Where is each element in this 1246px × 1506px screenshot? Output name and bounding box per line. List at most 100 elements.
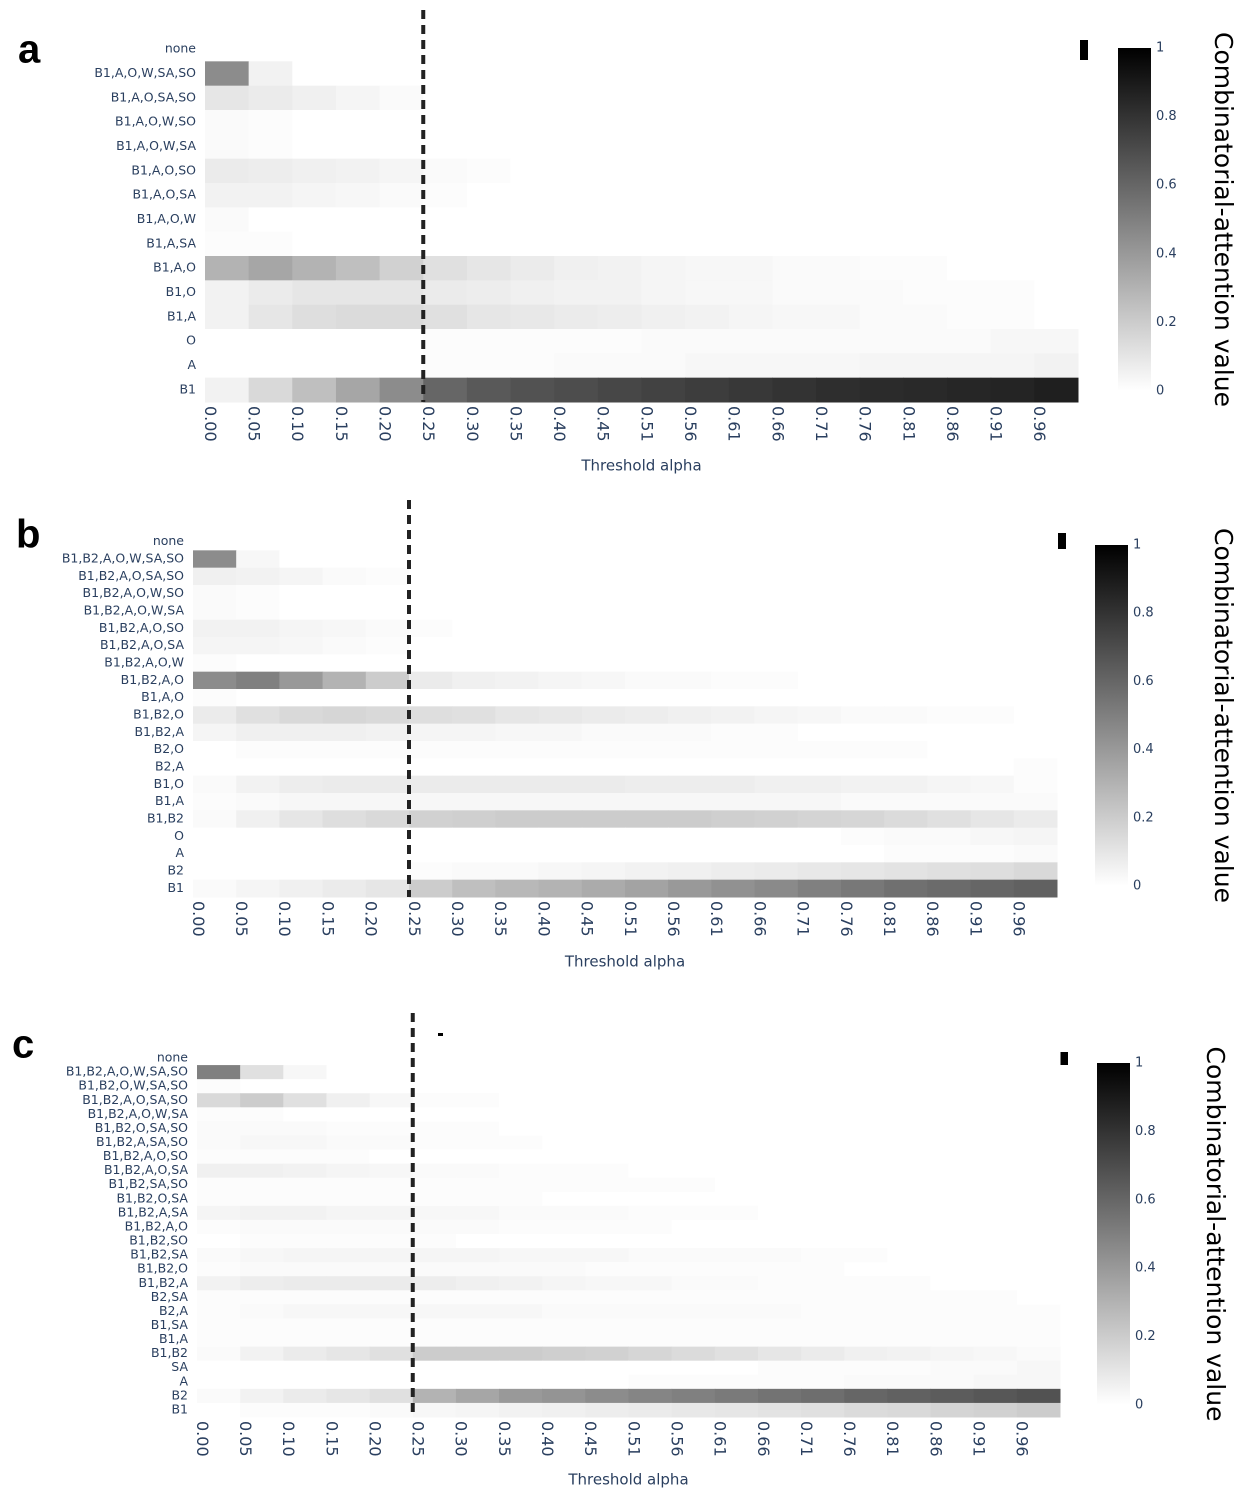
y-tick-label: B1,B2,O bbox=[137, 1261, 188, 1276]
heat-cell bbox=[248, 231, 293, 257]
x-tick-label: 0.35 bbox=[495, 1421, 514, 1457]
colorbar-tick-label: 0.8 bbox=[1156, 109, 1177, 124]
heat-cell bbox=[455, 1135, 500, 1151]
heat-cell bbox=[510, 231, 555, 257]
heat-cell bbox=[668, 585, 712, 603]
heat-cell bbox=[499, 1234, 543, 1249]
heat-cell bbox=[455, 1205, 500, 1221]
x-tick-label: 0.30 bbox=[448, 901, 467, 937]
heat-cell bbox=[970, 827, 1015, 846]
x-tick-label: 0.05 bbox=[236, 1421, 255, 1457]
y-tick-label: B1,B2,A,O bbox=[125, 1218, 189, 1233]
heat-cell bbox=[859, 377, 904, 403]
heat-cell bbox=[292, 85, 337, 111]
heat-cell bbox=[423, 280, 468, 306]
heat-cell bbox=[379, 110, 424, 135]
heat-cell bbox=[841, 758, 885, 777]
heat-cell bbox=[197, 1065, 241, 1080]
heat-cell bbox=[193, 585, 237, 603]
heat-cell bbox=[903, 231, 948, 257]
heat-cell bbox=[628, 1346, 673, 1362]
heat-cell bbox=[248, 61, 293, 87]
heat-cell bbox=[369, 1051, 414, 1066]
heat-cell bbox=[236, 654, 280, 673]
heat-cell bbox=[554, 207, 599, 233]
heat-cell bbox=[973, 1191, 1018, 1207]
heat-cell bbox=[714, 1402, 759, 1418]
heat-cell bbox=[625, 671, 669, 690]
heat-cell bbox=[466, 304, 512, 330]
heat-cell bbox=[495, 810, 540, 829]
heat-cell bbox=[335, 134, 381, 160]
heat-cell bbox=[597, 256, 642, 281]
heat-cell bbox=[714, 1163, 759, 1179]
heat-cell bbox=[816, 280, 861, 306]
heat-cell bbox=[597, 85, 642, 111]
heat-cell bbox=[859, 134, 904, 160]
heat-cell bbox=[816, 329, 861, 354]
heat-cell bbox=[1034, 207, 1079, 233]
heat-cell bbox=[1013, 689, 1058, 707]
heat-cell bbox=[930, 1360, 975, 1376]
heat-cell bbox=[248, 158, 293, 184]
heat-cell bbox=[1034, 353, 1079, 379]
heat-cell bbox=[816, 183, 861, 208]
heat-cell bbox=[903, 85, 948, 111]
heat-cell bbox=[495, 793, 540, 811]
x-tick-label: 0.20 bbox=[362, 901, 381, 937]
heat-cell bbox=[990, 256, 1035, 281]
heat-cell bbox=[671, 1205, 716, 1221]
heat-cell bbox=[757, 1191, 802, 1207]
heat-cell bbox=[365, 879, 410, 898]
x-tick-label: 0.61 bbox=[707, 901, 726, 937]
heat-cell bbox=[884, 567, 928, 586]
heat-cell bbox=[322, 654, 367, 673]
x-tick-label: 0.00 bbox=[193, 1421, 212, 1457]
heat-cell bbox=[542, 1262, 586, 1277]
heat-cell bbox=[844, 1234, 888, 1249]
colorbar-tick-label: 0.2 bbox=[1135, 1329, 1156, 1344]
y-tick-label: none bbox=[165, 41, 196, 56]
heat-cell bbox=[412, 1135, 457, 1151]
y-tick-label: B1,A,O bbox=[141, 689, 184, 704]
heat-cell bbox=[903, 110, 948, 135]
heat-cell bbox=[884, 827, 928, 846]
heat-cell bbox=[322, 827, 367, 846]
heat-cell bbox=[499, 1248, 543, 1263]
heat-cell bbox=[754, 533, 799, 551]
heat-cell bbox=[581, 654, 626, 673]
heat-cell bbox=[757, 1262, 802, 1277]
y-tick-label: B1,B2,A,O,SA bbox=[100, 637, 185, 652]
heat-cell bbox=[903, 280, 948, 306]
heat-cell bbox=[466, 183, 512, 208]
heat-cell bbox=[772, 353, 817, 379]
heat-cell bbox=[279, 741, 324, 759]
heat-cell bbox=[585, 1304, 629, 1319]
heat-cell bbox=[714, 1360, 759, 1376]
heat-cell bbox=[495, 862, 540, 881]
y-tick-label: B1 bbox=[167, 880, 184, 895]
y-tick-label: none bbox=[153, 533, 184, 548]
heat-cell bbox=[466, 256, 512, 281]
x-tick-label: 0.10 bbox=[279, 1421, 298, 1457]
y-tick-label: B1,B2 bbox=[147, 811, 184, 826]
heat-cell bbox=[754, 654, 799, 673]
heat-cell bbox=[973, 1332, 1018, 1348]
heat-cell bbox=[844, 1290, 888, 1305]
heat-cell bbox=[538, 602, 583, 621]
heat-cell bbox=[797, 602, 842, 621]
heat-cell bbox=[1013, 602, 1058, 621]
heat-cell bbox=[685, 183, 730, 208]
heat-cell bbox=[542, 1107, 586, 1122]
heat-cell bbox=[581, 671, 626, 690]
y-tick-label: B1,A,O,SA bbox=[132, 187, 196, 202]
heat-cell bbox=[625, 758, 669, 777]
heat-cell bbox=[585, 1248, 629, 1263]
heat-cell bbox=[973, 1065, 1018, 1080]
x-tick-label: 0.35 bbox=[491, 901, 510, 937]
heat-cell bbox=[240, 1318, 284, 1334]
heat-cell bbox=[510, 329, 555, 354]
colorbar-tick-label: 0 bbox=[1133, 879, 1141, 894]
heat-cell bbox=[754, 793, 799, 811]
heat-cell bbox=[326, 1051, 371, 1066]
